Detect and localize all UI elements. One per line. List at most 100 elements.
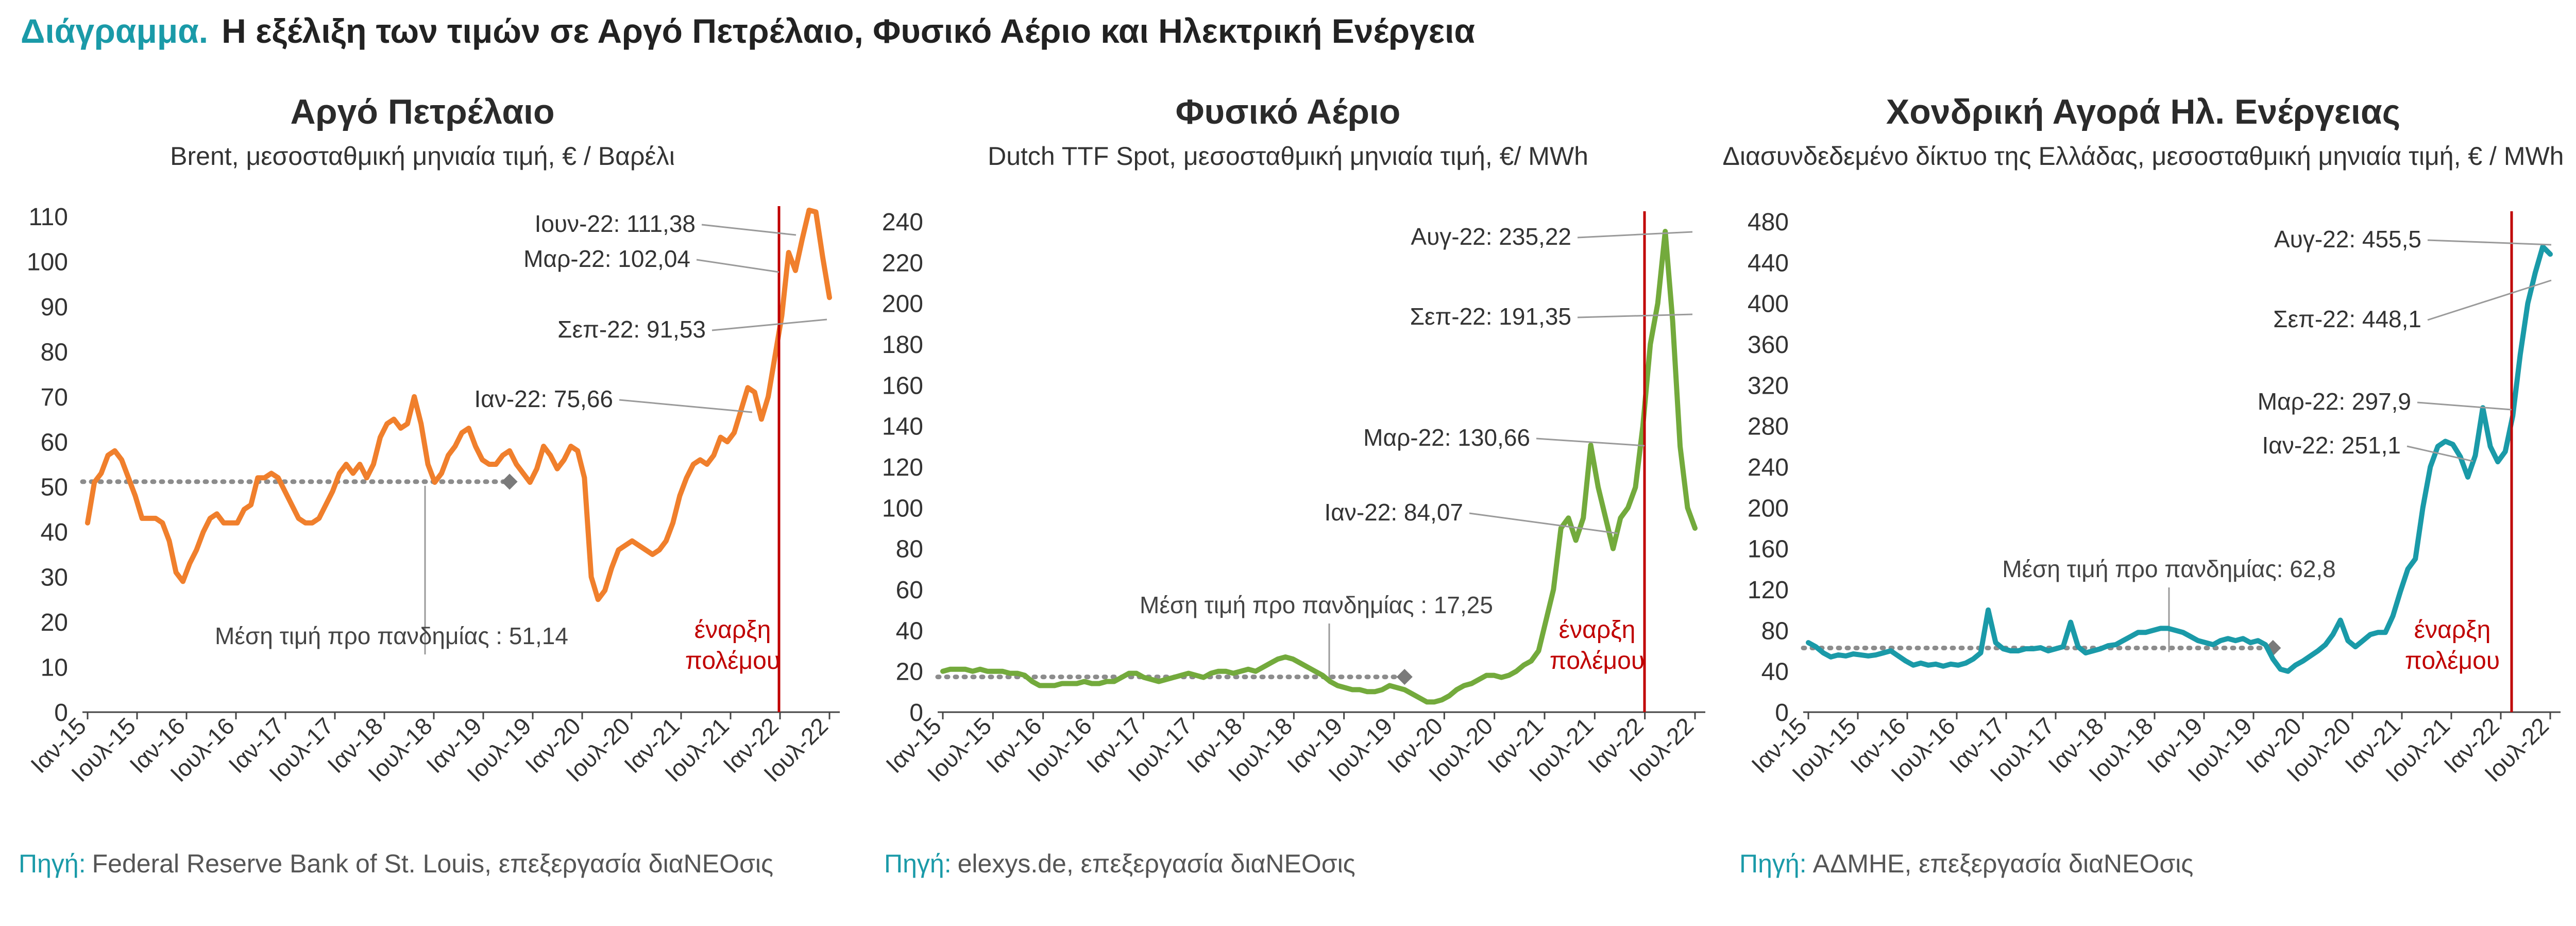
- annotation-label: Αυγ-22: 235,22: [1411, 223, 1571, 250]
- mean-end-marker: [1396, 669, 1413, 685]
- y-tick-label: 110: [28, 204, 68, 231]
- y-tick-label: 0: [909, 699, 923, 727]
- war-label-line-2: πολέμου: [685, 647, 780, 675]
- y-tick-label: 20: [896, 659, 923, 686]
- y-tick-label: 480: [1748, 209, 1789, 236]
- mean-end-marker: [501, 474, 518, 490]
- y-tick-label: 140: [882, 413, 923, 441]
- annotation-label: Μαρ-22: 297,9: [2258, 388, 2411, 415]
- annotation-label: Μαρ-22: 102,04: [523, 245, 690, 272]
- annotation-leader: [2406, 445, 2473, 462]
- annotation-label: Αυγ-22: 455,5: [2274, 226, 2421, 252]
- source-text: Federal Reserve Bank of St. Louis, επεξε…: [92, 849, 774, 878]
- annotation-leader: [619, 399, 753, 413]
- war-label-line-1: έναρξη: [694, 616, 771, 644]
- y-tick-label: 10: [41, 654, 68, 682]
- annotation-leader: [1577, 231, 1693, 239]
- mean-label: Μέση τιμή προ πανδημίας : 51,14: [215, 622, 568, 649]
- y-tick-label: 50: [41, 474, 68, 501]
- y-tick-label: 440: [1748, 249, 1789, 277]
- y-tick-label: 220: [882, 249, 923, 277]
- mean-label: Μέση τιμή προ πανδημίας: 62,8: [2002, 555, 2336, 582]
- chart-power: 04080120160200240280320360400440480Ιαν-1…: [1746, 209, 2561, 787]
- y-tick-label: 30: [41, 564, 68, 592]
- y-tick-label: 0: [1775, 699, 1789, 727]
- annotation-label: Ιαν-22: 251,1: [2262, 432, 2401, 459]
- war-label-line-1: έναρξη: [2414, 616, 2491, 644]
- y-tick-label: 240: [882, 209, 923, 236]
- y-tick-label: 60: [896, 577, 923, 604]
- y-tick-label: 100: [27, 248, 68, 276]
- chart-subtitle: Διασυνδεδεμένο δίκτυο της Ελλάδας, μεσοσ…: [1722, 142, 2564, 171]
- y-tick-label: 400: [1748, 291, 1789, 318]
- chart-panel-power: Χονδρική Αγορά Ηλ. Ενέργειας Διασυνδεδεμ…: [1721, 77, 2566, 912]
- annotation-label: Ιαν-22: 84,07: [1324, 499, 1463, 526]
- y-tick-label: 160: [1748, 536, 1789, 563]
- series-line: [940, 229, 1698, 705]
- source-label: Πηγή:: [884, 849, 952, 878]
- chart-source: Πηγή: ΑΔΜΗΕ, επεξεργασία διαNEOσις: [1739, 845, 2512, 882]
- chart-subtitle: Dutch TTF Spot, μεσοσταθμική μηνιαία τιμ…: [988, 142, 1588, 171]
- y-tick-label: 80: [41, 339, 68, 366]
- y-tick-label: 120: [1748, 577, 1789, 604]
- chart-subtitle: Brent, μεσοσταθμική μηνιαία τιμή, € / Βα…: [170, 142, 675, 171]
- y-tick-label: 320: [1748, 372, 1789, 399]
- annotation-leader: [1577, 313, 1693, 318]
- annotation-leader: [1469, 512, 1618, 534]
- y-tick-label: 200: [1748, 495, 1789, 522]
- annotation-label: Σεπ-22: 448,1: [2273, 306, 2421, 332]
- y-tick-label: 200: [882, 291, 923, 318]
- y-tick-label: 80: [896, 536, 923, 563]
- chart-panel-oil: Αργό Πετρέλαιο Brent, μεσοσταθμική μηνια…: [0, 77, 845, 912]
- war-label-line-1: έναρξη: [1559, 616, 1636, 644]
- source-label: Πηγή:: [1739, 849, 1807, 878]
- source-text: ΑΔΜΗΕ, επεξεργασία διαNEOσις: [1812, 849, 2194, 878]
- y-tick-label: 360: [1748, 331, 1789, 359]
- annotation-label: Σεπ-22: 191,35: [1410, 303, 1571, 330]
- y-tick-label: 160: [882, 372, 923, 399]
- y-tick-label: 70: [41, 384, 68, 411]
- annotation-leader: [696, 259, 779, 273]
- annotation-leader: [1536, 437, 1645, 447]
- annotation-label: Ιαν-22: 75,66: [474, 385, 613, 412]
- y-tick-label: 40: [896, 617, 923, 645]
- annotation-label: Ιουν-22: 111,38: [535, 210, 696, 237]
- chart-oil: 0102030405060708090100110Ιαν-15Ιουλ-15Ια…: [25, 204, 840, 787]
- y-tick-label: 90: [41, 294, 68, 321]
- chart-gas: 020406080100120140160180200220240Ιαν-15Ι…: [880, 209, 1705, 787]
- mean-label: Μέση τιμή προ πανδημίας : 17,25: [1140, 592, 1493, 618]
- war-label-line-2: πολέμου: [2405, 647, 2500, 675]
- annotation-label: Μαρ-22: 130,66: [1363, 424, 1530, 451]
- annotation-leader: [2427, 239, 2552, 246]
- annotation-leader: [2427, 279, 2552, 321]
- chart-source: Πηγή: elexys.de, επεξεργασία διαNEOσις: [884, 845, 1657, 882]
- y-tick-label: 40: [41, 519, 68, 546]
- annotation-label: Σεπ-22: 91,53: [557, 316, 706, 343]
- y-tick-label: 40: [1761, 659, 1789, 686]
- chart-title: Χονδρική Αγορά Ηλ. Ενέργειας: [1886, 92, 2401, 131]
- y-tick-label: 20: [41, 609, 68, 636]
- y-tick-label: 120: [882, 454, 923, 481]
- chart-panel-gas: Φυσικό Αέριο Dutch TTF Spot, μεσοσταθμικ…: [866, 77, 1710, 912]
- chart-title: Φυσικό Αέριο: [1175, 92, 1401, 131]
- figure-label: Διάγραμμα.: [21, 12, 209, 50]
- annotation-leader: [701, 224, 796, 236]
- series-line: [1806, 244, 2553, 674]
- chart-source: Πηγή: Federal Reserve Bank of St. Louis, …: [19, 845, 791, 882]
- y-tick-label: 240: [1748, 454, 1789, 481]
- y-tick-label: 280: [1748, 413, 1789, 441]
- y-tick-label: 100: [882, 495, 923, 522]
- y-tick-label: 80: [1761, 617, 1789, 645]
- y-tick-label: 60: [41, 429, 68, 456]
- source-label: Πηγή:: [19, 849, 86, 878]
- y-tick-label: 180: [882, 331, 923, 359]
- figure-title: Η εξέλιξη των τιμών σε Αργό Πετρέλαιο, Φ…: [222, 12, 1476, 50]
- chart-title: Αργό Πετρέλαιο: [290, 92, 555, 131]
- y-tick-label: 0: [54, 699, 68, 727]
- war-label-line-2: πολέμου: [1550, 647, 1645, 675]
- annotation-leader: [711, 318, 827, 331]
- source-text: elexys.de, επεξεργασία διαNEOσις: [957, 849, 1355, 878]
- series-line: [85, 207, 832, 602]
- figure-heading: Διάγραμμα. Η εξέλιξη των τιμών σε Αργό Πε…: [21, 11, 1475, 50]
- annotation-leader: [2417, 401, 2512, 411]
